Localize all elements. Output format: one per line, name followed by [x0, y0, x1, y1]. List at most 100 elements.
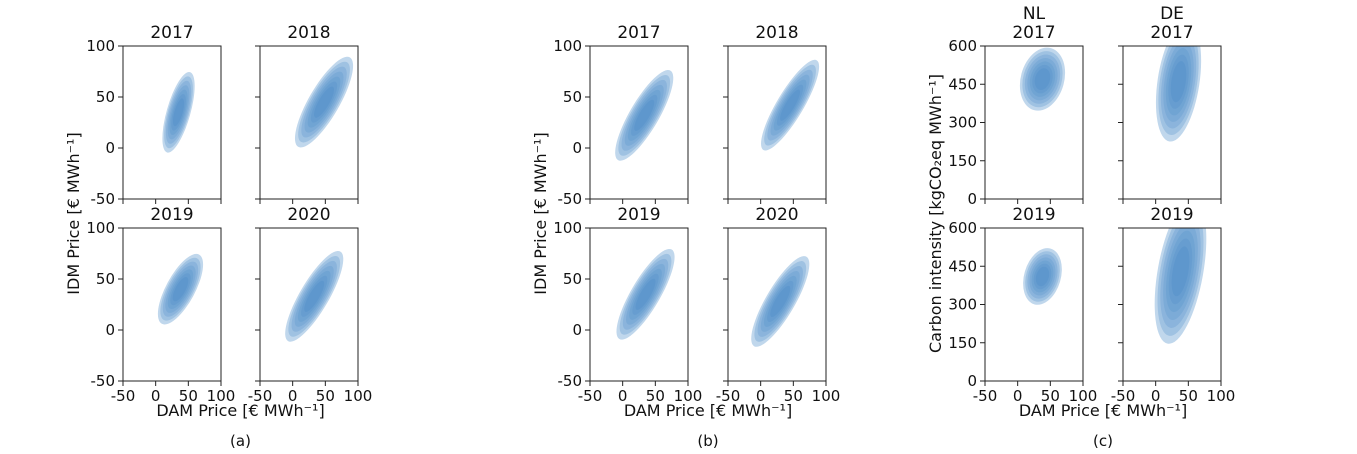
- y-tick-label: 0: [967, 190, 977, 208]
- y-tick-label: 50: [96, 270, 115, 288]
- density-level: [297, 270, 331, 322]
- density-contours: [1155, 46, 1202, 142]
- density-level: [172, 98, 185, 127]
- subplot-title: 2017: [617, 23, 660, 43]
- density-level: [1023, 248, 1062, 305]
- density-level: [164, 76, 193, 149]
- density-contours: [1023, 248, 1062, 305]
- density-contours: [162, 71, 195, 153]
- density-level: [1157, 228, 1204, 336]
- subplot-title: DE: [1160, 4, 1184, 24]
- y-axis-label: IDM Price [€ MWh⁻¹]: [64, 132, 83, 294]
- density-level: [1025, 251, 1060, 302]
- subplot: 2017 -50 0 50 100: [86, 23, 222, 208]
- y-tick-label: 50: [563, 88, 582, 106]
- y-tick-label: 100: [553, 37, 582, 55]
- density-level: [304, 280, 325, 312]
- x-axis-label: DAM Price [€ MWh⁻¹]: [1019, 401, 1187, 420]
- density-level: [754, 261, 807, 342]
- density-level: [1158, 46, 1199, 135]
- y-tick-label: -50: [91, 372, 116, 390]
- plot-frame: [589, 227, 689, 382]
- density-level: [285, 250, 344, 342]
- y-tick-label: 100: [553, 219, 582, 237]
- density-level: [294, 265, 334, 327]
- subplot-title: 2019: [617, 205, 660, 225]
- x-tick-label: -50: [716, 387, 741, 405]
- density-level: [314, 86, 335, 118]
- density-level: [1019, 47, 1066, 111]
- y-tick-label: 450: [948, 257, 977, 275]
- density-contours: [157, 253, 204, 325]
- subplot: 2019 -50 0 50 100 -50 0 50 100: [553, 205, 702, 405]
- subplot: 2020 -50 0 50 100: [716, 205, 841, 405]
- density-level: [291, 260, 337, 332]
- density-level: [157, 253, 204, 325]
- density-level: [627, 89, 661, 141]
- subplot-title: 2017: [150, 23, 193, 43]
- x-tick-label: 50: [646, 387, 665, 405]
- x-tick-label: 0: [288, 387, 298, 405]
- density-level: [1035, 266, 1050, 287]
- y-axis-label: IDM Price [€ MWh⁻¹]: [531, 132, 550, 294]
- density-level: [1168, 238, 1193, 305]
- x-tick-label: 50: [1179, 387, 1198, 405]
- subplot-title: 2018: [755, 23, 798, 43]
- x-tick-label: 100: [207, 387, 236, 405]
- density-level: [760, 270, 800, 332]
- subplot: 2019 -50 0 50 100: [1111, 205, 1236, 405]
- y-tick-label: 100: [86, 37, 115, 55]
- y-tick-label: 0: [105, 139, 115, 157]
- plot-frame: [984, 227, 1084, 382]
- density-level: [165, 265, 196, 313]
- x-tick-label: -50: [248, 387, 273, 405]
- density-level: [1163, 46, 1194, 122]
- density-level: [1029, 61, 1056, 97]
- plot-frame: [727, 45, 827, 200]
- density-level: [776, 84, 804, 126]
- density-level: [1163, 228, 1198, 321]
- figure-caption: (c): [1093, 432, 1113, 450]
- density-level: [165, 80, 192, 144]
- x-tick-label: -50: [111, 387, 136, 405]
- x-tick-label: -50: [1111, 387, 1136, 405]
- density-level: [1027, 57, 1058, 101]
- subplot-title: 2019: [150, 205, 193, 225]
- subplot: 2020 -50 0 50 100: [248, 205, 373, 405]
- density-level: [622, 258, 669, 330]
- density-level: [1160, 228, 1201, 328]
- y-tick-label: 0: [572, 321, 582, 339]
- density-level: [634, 99, 655, 131]
- x-tick-label: 100: [344, 387, 373, 405]
- density-level: [1170, 61, 1187, 103]
- plot-frame: [727, 227, 827, 382]
- density-level: [780, 89, 801, 121]
- plot-frame: [589, 45, 689, 200]
- density-level: [1027, 254, 1058, 299]
- density-level: [770, 74, 810, 136]
- y-axis-label: Carbon intensity [kgCO₂eq MWh⁻¹]: [926, 74, 945, 353]
- panel-group-3: NL20170150300450600DE2017201901503004506…: [926, 4, 1235, 450]
- density-level: [761, 59, 820, 151]
- x-tick-label: 100: [674, 387, 703, 405]
- density-level: [1032, 64, 1053, 94]
- density-level: [767, 280, 794, 323]
- density-level: [1165, 48, 1192, 116]
- density-level: [160, 257, 201, 321]
- density-level: [764, 64, 816, 146]
- subplot: 2017 -50 0 50 100: [553, 23, 689, 208]
- x-tick-label: 0: [151, 387, 161, 405]
- density-level: [170, 273, 191, 306]
- x-tick-label: 0: [756, 387, 766, 405]
- y-tick-label: 300: [948, 114, 977, 132]
- subplot-title: 2019: [1150, 205, 1193, 225]
- density-level: [304, 71, 344, 133]
- x-tick-label: 50: [316, 387, 335, 405]
- subplot-title: 2017: [1150, 23, 1193, 43]
